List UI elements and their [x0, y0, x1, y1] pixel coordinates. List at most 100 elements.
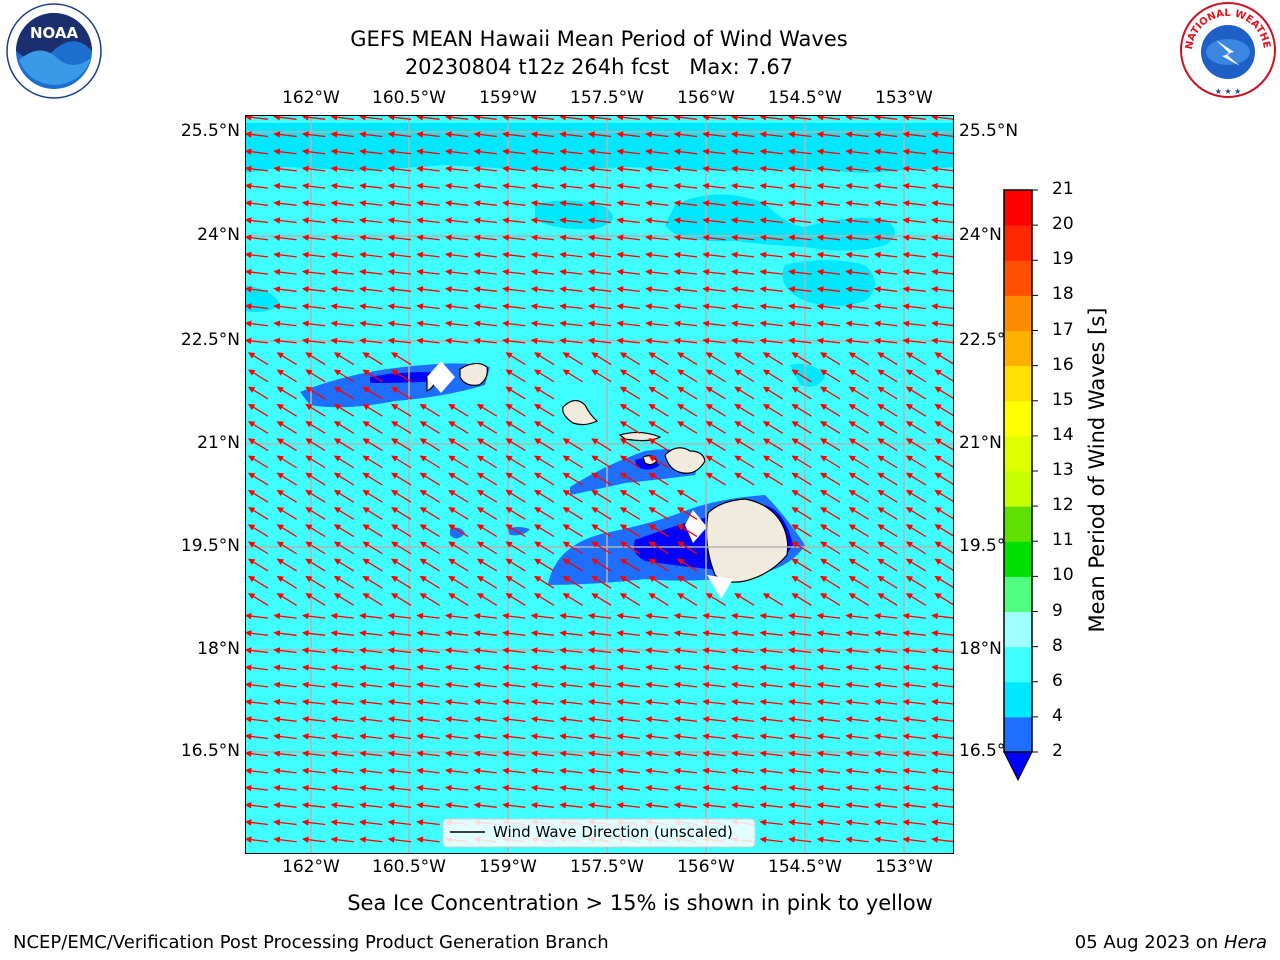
wave-direction-arrowhead	[673, 200, 681, 207]
wave-direction-arrowhead	[301, 217, 309, 224]
wave-direction-arrowhead	[247, 524, 256, 531]
longitude-label: 154.5°W	[768, 88, 842, 108]
wave-direction-arrowhead	[934, 386, 942, 393]
wave-direction-arrowhead	[247, 438, 256, 445]
wave-direction-arrowhead	[591, 455, 599, 462]
wave-direction-arrowhead	[673, 148, 681, 155]
wave-direction-arrowhead	[848, 455, 856, 462]
wave-direction-arrowhead	[245, 716, 252, 723]
wave-direction-arrowhead	[788, 698, 796, 706]
wave-direction-arrowhead	[530, 664, 538, 671]
wave-direction-arrowhead	[762, 593, 771, 600]
wave-direction-arrowhead	[873, 320, 881, 327]
wave-direction-arrowhead	[848, 386, 856, 393]
wave-direction-arrowhead	[734, 369, 742, 376]
wave-direction-arrowhead	[444, 131, 452, 138]
wave-direction-arrowhead	[530, 698, 538, 706]
wave-direction-arrowhead	[902, 716, 910, 723]
wave-direction-arrowhead	[416, 268, 424, 276]
colorbar-tick-label: 14	[1052, 424, 1074, 445]
wave-direction-arrowhead	[276, 455, 284, 462]
wave-direction-arrowhead	[330, 784, 338, 792]
wave-direction-arrowhead	[416, 131, 424, 138]
wave-direction-arrowhead	[419, 541, 427, 548]
wave-direction-arrowhead	[616, 148, 624, 155]
colorbar-bin	[1004, 435, 1032, 472]
wave-direction-arrowhead	[791, 421, 799, 428]
wave-direction-arrowhead	[505, 593, 513, 600]
wave-direction-arrowhead	[448, 489, 456, 497]
wave-direction-arrowhead	[845, 251, 853, 259]
wave-direction-arrowhead	[645, 767, 653, 775]
wave-direction-arrowhead	[902, 268, 910, 276]
wave-direction-arrowhead	[676, 489, 685, 497]
wave-direction-arrowhead	[448, 593, 456, 600]
wave-direction-arrowhead	[301, 630, 309, 637]
wave-direction-arrowhead	[819, 352, 828, 359]
wave-direction-arrowhead	[819, 593, 828, 600]
colorbar-bin	[1004, 330, 1032, 367]
wave-direction-arrowhead	[877, 403, 885, 411]
wave-direction-arrowhead	[845, 802, 853, 809]
wave-direction-arrowhead	[276, 352, 284, 359]
wave-direction-arrowhead	[530, 234, 538, 241]
wave-direction-arrowhead	[905, 403, 914, 411]
wave-direction-arrowhead	[934, 489, 942, 497]
colorbar-tick-label: 2	[1052, 741, 1063, 761]
wave-direction-arrowhead	[788, 165, 796, 173]
wave-direction-arrowhead	[759, 664, 767, 671]
wave-direction-arrowhead	[587, 200, 595, 207]
wave-direction-arrowhead	[673, 303, 681, 310]
wave-direction-arrowhead	[673, 612, 681, 620]
wave-direction-arrowhead	[476, 541, 485, 548]
wave-direction-arrowhead	[305, 593, 313, 600]
wave-direction-arrowhead	[245, 217, 252, 224]
wave-direction-arrowhead	[873, 217, 881, 224]
wave-direction-arrowhead	[359, 681, 367, 689]
wave-direction-arrowhead	[730, 630, 738, 637]
wave-direction-arrowhead	[362, 489, 370, 497]
wave-direction-arrowhead	[419, 507, 427, 514]
wave-direction-arrowhead	[444, 303, 452, 310]
wave-direction-arrowhead	[273, 165, 281, 173]
wave-direction-arrowhead	[473, 337, 481, 345]
wave-direction-arrowhead	[333, 472, 342, 479]
wave-direction-arrowhead	[759, 337, 767, 345]
wave-direction-arrowhead	[702, 217, 710, 224]
wave-direction-arrowhead	[359, 647, 367, 654]
wave-direction-arrowhead	[333, 575, 342, 583]
wave-direction-arrowhead	[791, 438, 799, 445]
wave-direction-arrowhead	[934, 369, 942, 376]
wave-direction-arrowhead	[873, 234, 881, 241]
wave-direction-arrowhead	[873, 802, 881, 809]
wave-direction-arrowhead	[705, 438, 713, 445]
wave-direction-arrowhead	[444, 784, 452, 792]
wave-direction-arrowhead	[873, 251, 881, 259]
wave-direction-arrowhead	[587, 234, 595, 241]
wave-direction-arrowhead	[301, 698, 309, 706]
wave-direction-arrowhead	[645, 716, 653, 723]
wave-direction-arrowhead	[330, 819, 338, 826]
wave-direction-arrowhead	[587, 698, 595, 706]
wave-direction-arrowhead	[873, 303, 881, 310]
wave-direction-arrowhead	[502, 337, 510, 345]
wave-direction-arrowhead	[502, 733, 510, 740]
wave-direction-arrowhead	[788, 750, 796, 757]
wave-direction-arrowhead	[934, 507, 942, 514]
wave-direction-arrowhead	[559, 767, 567, 775]
wave-direction-arrowhead	[502, 182, 510, 190]
wave-direction-arrowhead	[473, 698, 481, 706]
wave-direction-arrowhead	[301, 234, 309, 241]
wave-direction-arrowhead	[387, 234, 395, 241]
wave-direction-arrowhead	[730, 165, 738, 173]
wave-direction-arrowhead	[759, 234, 767, 241]
wave-direction-arrowhead	[788, 131, 796, 138]
wave-direction-arrowhead	[247, 403, 256, 411]
wave-direction-arrowhead	[676, 558, 685, 565]
wave-direction-arrowhead	[702, 165, 710, 173]
island-kauai	[459, 362, 488, 386]
wave-direction-arrowhead	[816, 612, 824, 620]
wave-direction-arrowhead	[676, 352, 685, 359]
wave-direction-arrowhead	[734, 421, 742, 428]
wave-direction-arrowhead	[587, 286, 595, 293]
